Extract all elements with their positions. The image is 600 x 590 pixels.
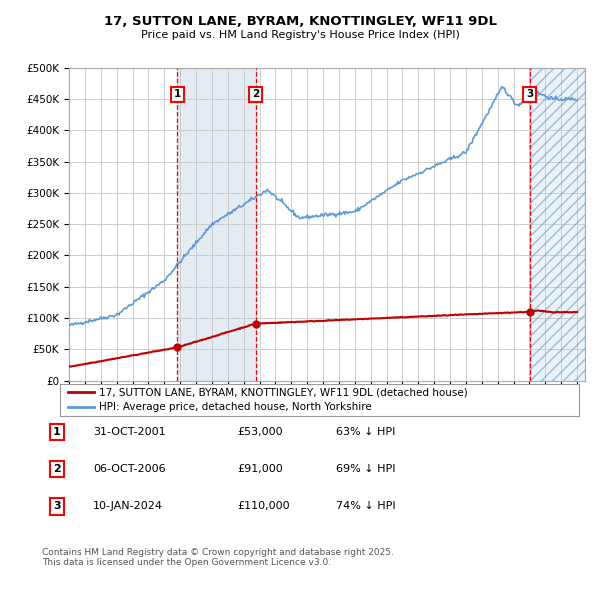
Text: 17, SUTTON LANE, BYRAM, KNOTTINGLEY, WF11 9DL: 17, SUTTON LANE, BYRAM, KNOTTINGLEY, WF1…: [104, 15, 497, 28]
Text: Price paid vs. HM Land Registry's House Price Index (HPI): Price paid vs. HM Land Registry's House …: [140, 30, 460, 40]
Bar: [530, 68, 585, 381]
Text: 17, SUTTON LANE, BYRAM, KNOTTINGLEY, WF11 9DL (detached house): 17, SUTTON LANE, BYRAM, KNOTTINGLEY, WF1…: [99, 387, 467, 397]
Text: 1: 1: [174, 90, 181, 100]
Text: 3: 3: [526, 90, 533, 100]
Bar: [530, 68, 585, 381]
Bar: [178, 68, 256, 381]
Text: 74% ↓ HPI: 74% ↓ HPI: [336, 502, 395, 511]
Text: £53,000: £53,000: [237, 427, 283, 437]
Text: 2: 2: [252, 90, 259, 100]
Text: £110,000: £110,000: [237, 502, 290, 511]
Text: HPI: Average price, detached house, North Yorkshire: HPI: Average price, detached house, Nort…: [99, 402, 371, 412]
Text: 63% ↓ HPI: 63% ↓ HPI: [336, 427, 395, 437]
Text: 1: 1: [53, 427, 61, 437]
Text: 69% ↓ HPI: 69% ↓ HPI: [336, 464, 395, 474]
Text: 10-JAN-2024: 10-JAN-2024: [93, 502, 163, 511]
Text: £91,000: £91,000: [237, 464, 283, 474]
Text: 2: 2: [53, 464, 61, 474]
Text: Contains HM Land Registry data © Crown copyright and database right 2025.
This d: Contains HM Land Registry data © Crown c…: [42, 548, 394, 567]
Text: 31-OCT-2001: 31-OCT-2001: [93, 427, 166, 437]
Text: 06-OCT-2006: 06-OCT-2006: [93, 464, 166, 474]
Text: 3: 3: [53, 502, 61, 511]
